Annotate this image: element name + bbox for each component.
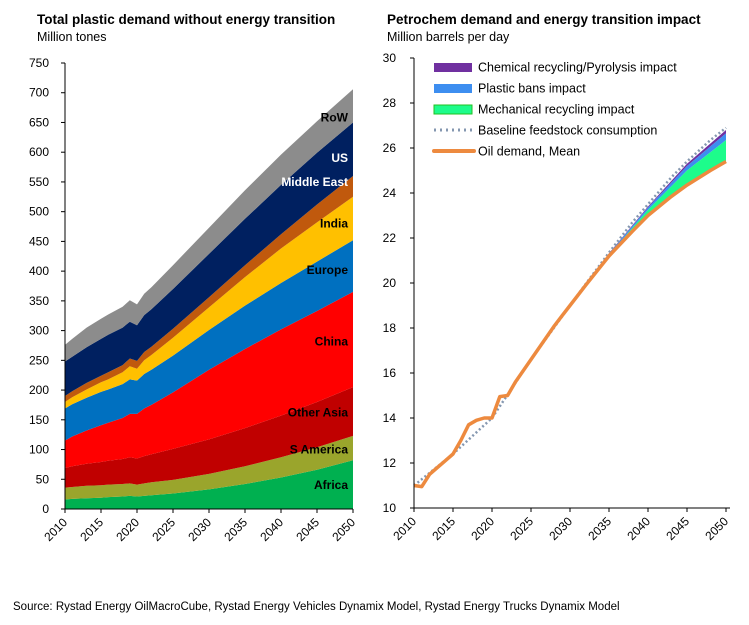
y-tick-label: 750 [29, 56, 49, 70]
area-europe [65, 240, 353, 441]
y-tick-label: 30 [383, 51, 397, 65]
legend-label: Mechanical recycling impact [478, 103, 635, 117]
band-plastic-bans [570, 133, 726, 306]
area-other-asia [65, 387, 353, 488]
series-label-europe: Europe [307, 263, 349, 277]
y-tick-label: 0 [42, 502, 49, 516]
area-africa [65, 460, 353, 509]
y-tick-label: 50 [36, 472, 50, 486]
y-tick-label: 200 [29, 383, 49, 397]
x-tick-label: 2010 [41, 515, 70, 544]
y-tick-label: 26 [383, 141, 397, 155]
legend-swatch [433, 104, 473, 115]
legend: Chemical recycling/Pyrolysis impact Plast… [432, 61, 677, 159]
x-tick-label: 2045 [663, 514, 692, 543]
series-label-india: India [320, 217, 348, 231]
x-tick-label: 2020 [113, 515, 142, 544]
series-label-other-asia: Other Asia [288, 406, 349, 420]
y-tick-label: 450 [29, 234, 49, 248]
area-row [65, 89, 353, 362]
legend-label: Oil demand, Mean [478, 145, 580, 159]
area-us [65, 122, 353, 396]
y-tick-label: 300 [29, 324, 49, 338]
y-tick-label: 250 [29, 353, 49, 367]
area-india [65, 196, 353, 409]
y-tick-label: 22 [383, 231, 397, 245]
area-china [65, 291, 353, 468]
legend-label: Chemical recycling/Pyrolysis impact [478, 61, 677, 75]
band-mechanical-recycling [570, 140, 726, 306]
left-chart-title: Total plastic demand without energy tran… [37, 12, 336, 27]
x-tick-label: 2050 [329, 515, 358, 544]
y-tick-label: 10 [383, 501, 397, 515]
series-label-us: US [331, 151, 348, 165]
y-tick-label: 24 [383, 186, 397, 200]
y-tick-label: 20 [383, 276, 397, 290]
x-tick-label: 2020 [468, 514, 497, 543]
legend-swatch [434, 84, 472, 93]
y-tick-label: 100 [29, 443, 49, 457]
y-tick-label: 12 [383, 456, 397, 470]
area-middle-east [65, 176, 353, 402]
y-tick-label: 14 [383, 411, 397, 425]
x-tick-label: 2035 [585, 514, 614, 543]
area-s-america [65, 435, 353, 500]
y-tick-label: 700 [29, 86, 49, 100]
legend-item: Baseline feedstock consumption [434, 124, 657, 138]
oil-demand-line [413, 159, 727, 489]
y-tick-label: 400 [29, 264, 49, 278]
x-tick-label: 2015 [77, 515, 106, 544]
series-label-middle-east: Middle East [281, 175, 348, 189]
y-tick-label: 18 [383, 321, 397, 335]
right-chart-subtitle: Million barrels per day [387, 30, 510, 44]
legend-swatch [434, 63, 472, 72]
y-tick-label: 500 [29, 205, 49, 219]
legend-label: Baseline feedstock consumption [478, 124, 657, 138]
x-tick-label: 2025 [149, 515, 178, 544]
y-tick-label: 600 [29, 145, 49, 159]
right-chart-title: Petrochem demand and energy transition i… [387, 12, 701, 27]
x-tick-label: 2030 [185, 515, 214, 544]
legend-item: Plastic bans impact [434, 82, 586, 96]
left-stacked-area-chart: Africa S America Other Asia China Europe Indi… [29, 56, 358, 544]
x-tick-label: 2030 [546, 514, 575, 543]
legend-label: Plastic bans impact [478, 82, 586, 96]
y-tick-label: 650 [29, 115, 49, 129]
source-note: Source: Rystad Energy OilMacroCube, Ryst… [13, 601, 620, 613]
x-tick-label: 2045 [293, 515, 322, 544]
series-label-row: RoW [321, 111, 349, 125]
x-tick-label: 2035 [221, 515, 250, 544]
y-tick-label: 28 [383, 96, 397, 110]
series-label-s-america: S America [290, 443, 349, 457]
x-tick-label: 2040 [624, 514, 653, 543]
y-tick-label: 550 [29, 175, 49, 189]
legend-item: Chemical recycling/Pyrolysis impact [434, 61, 677, 75]
series-label-africa: Africa [314, 478, 348, 492]
right-line-area-chart: 10 12 14 16 18 20 22 24 26 28 30 2010 2015 2020 2025 20… [383, 51, 732, 543]
x-tick-label: 2050 [702, 514, 731, 543]
series-label-china: China [315, 334, 349, 348]
y-tick-label: 350 [29, 294, 49, 308]
y-tick-label: 16 [383, 366, 397, 380]
legend-item: Mechanical recycling impact [433, 103, 635, 117]
legend-item: Oil demand, Mean [432, 145, 580, 159]
x-tick-label: 2015 [429, 514, 458, 543]
y-tick-label: 150 [29, 413, 49, 427]
x-tick-label: 2010 [390, 514, 419, 543]
x-tick-label: 2040 [257, 515, 286, 544]
left-chart-subtitle: Million tones [37, 30, 107, 44]
x-tick-label: 2025 [507, 514, 536, 543]
